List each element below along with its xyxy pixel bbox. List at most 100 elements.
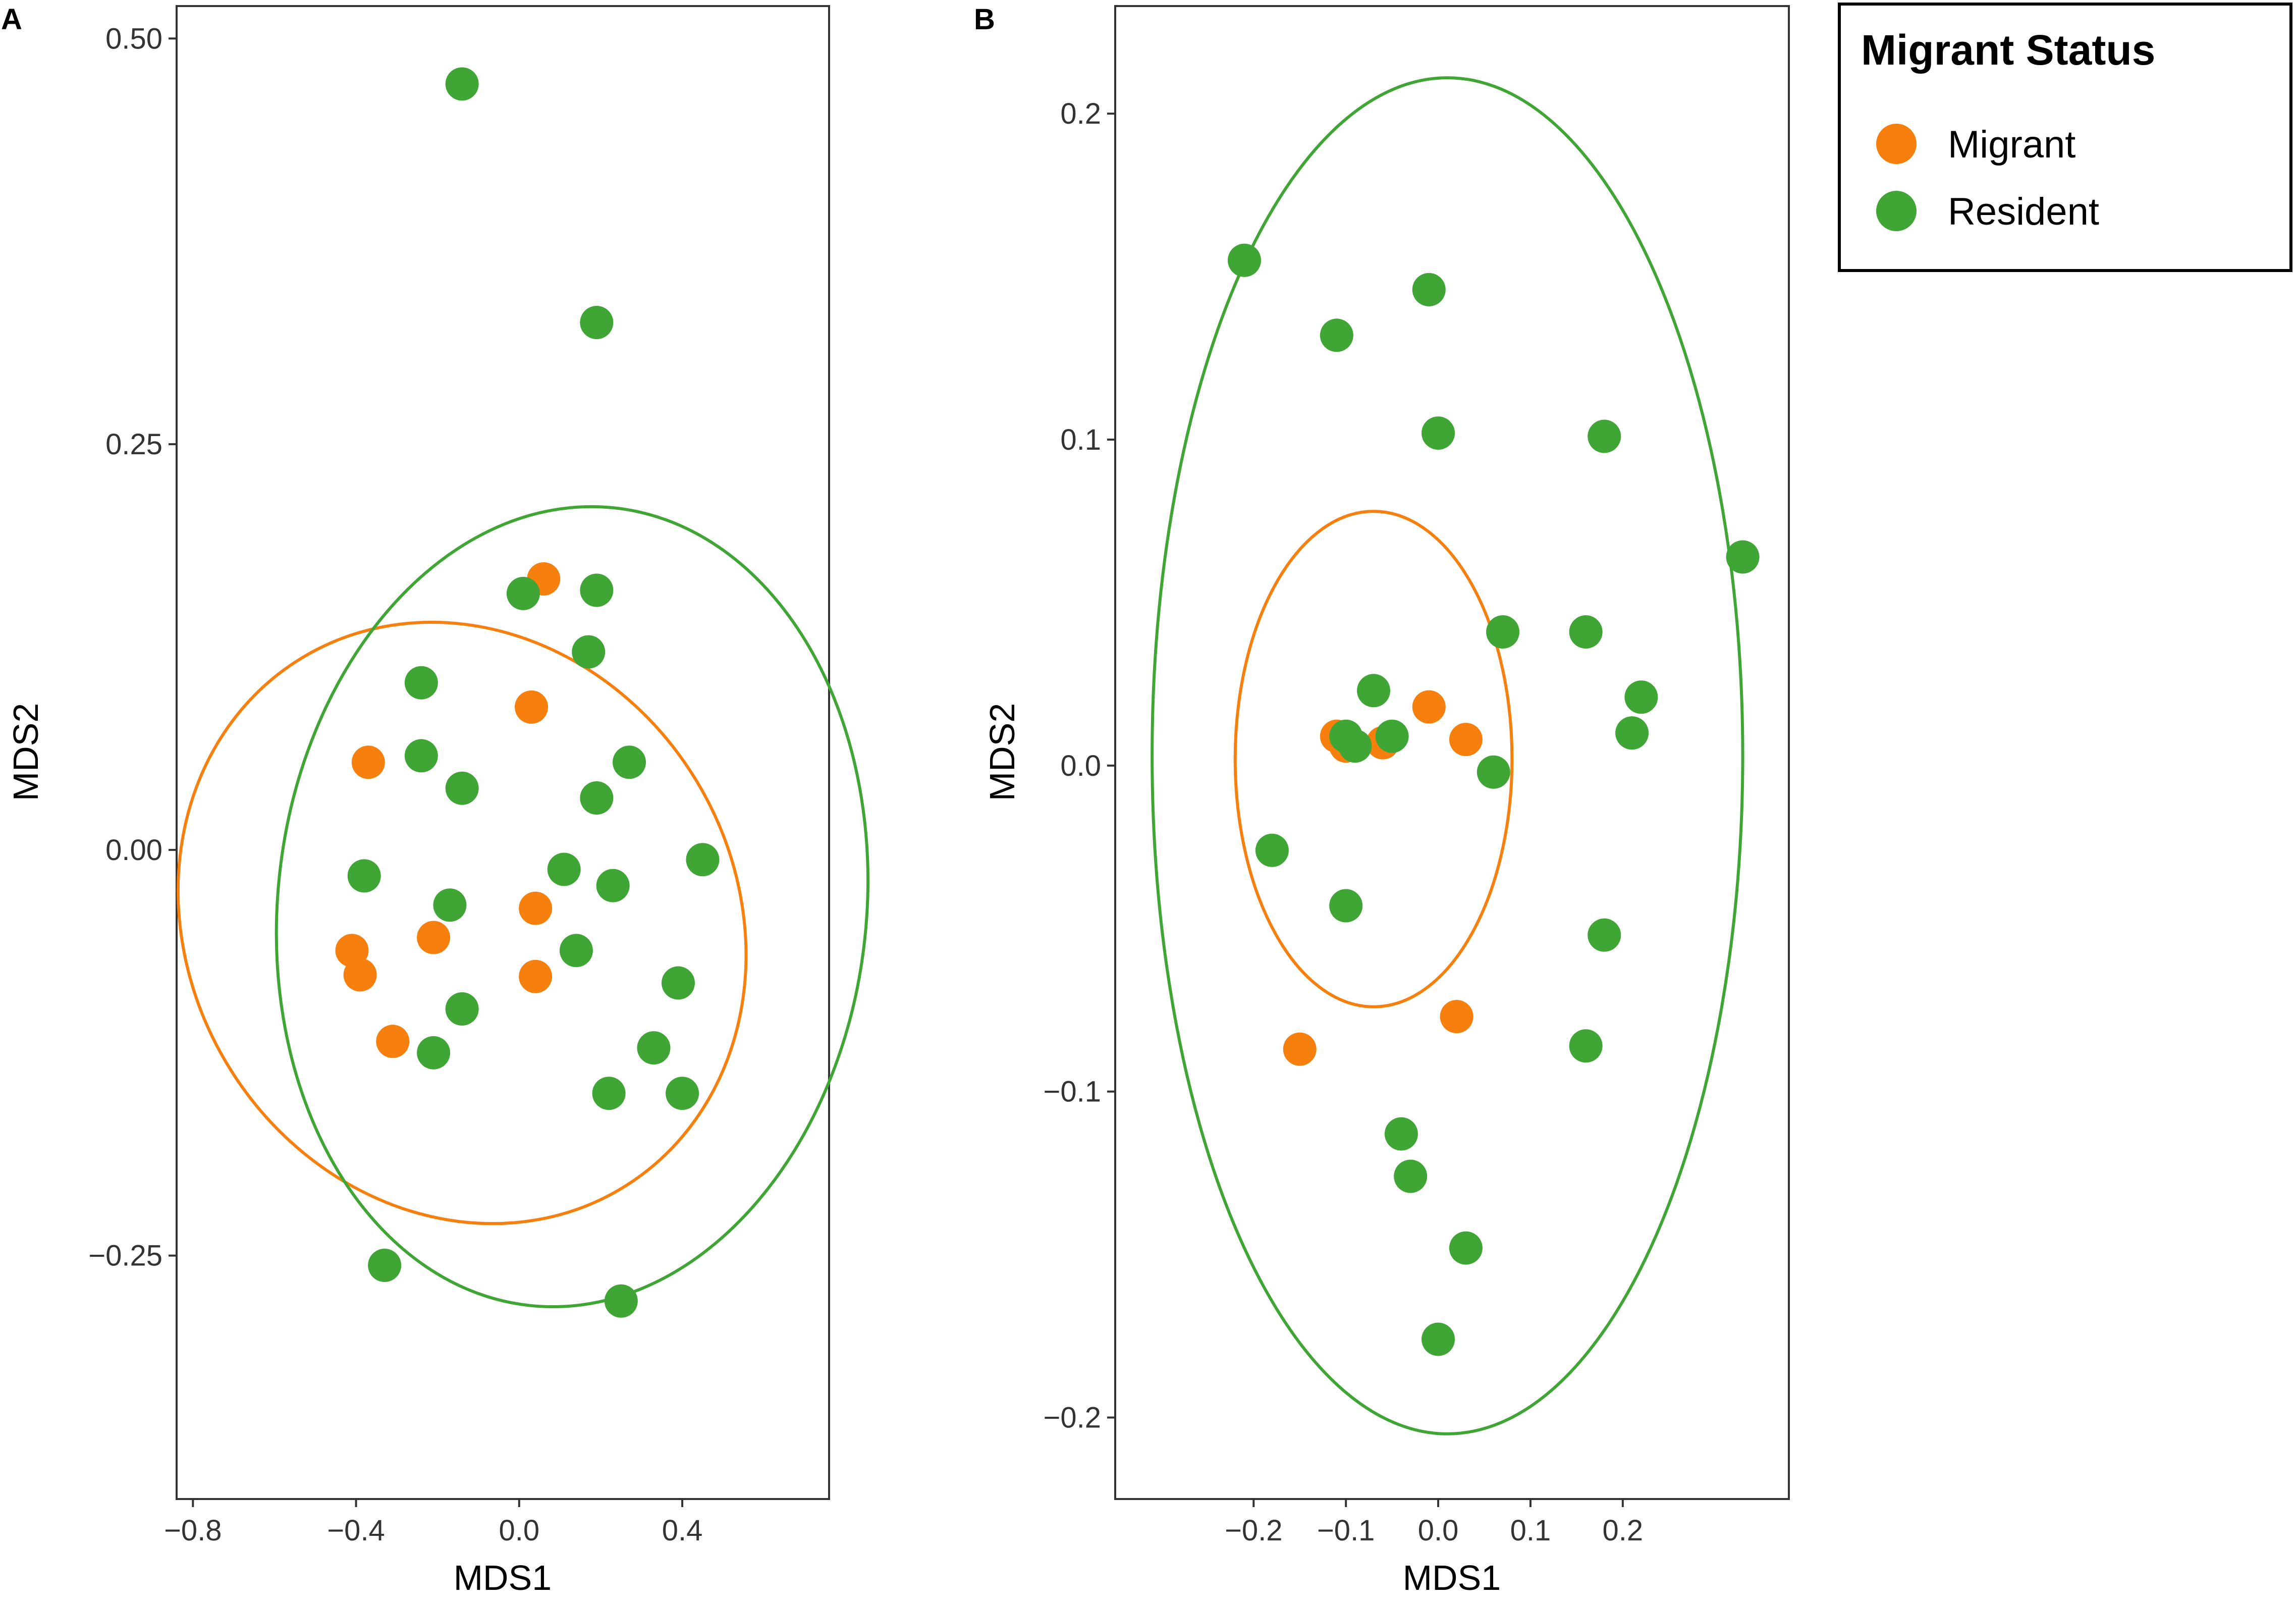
legend-swatch-resident xyxy=(1876,191,1917,231)
panel-a-x-tick-label: 0.0 xyxy=(499,1514,540,1547)
panel-a-y-axis-title: MDS2 xyxy=(6,703,45,801)
panel-a-point-migrant xyxy=(351,745,385,779)
panel-a-letter: A xyxy=(1,3,22,36)
panel-a-y-tick-label: −0.25 xyxy=(88,1240,162,1272)
panel-a-point-resident xyxy=(580,573,614,607)
panel-a-x-axis-title: MDS1 xyxy=(454,1558,552,1597)
panel-b-ellipse-resident xyxy=(1151,76,1744,1435)
panel-b-point-migrant xyxy=(1440,1000,1473,1034)
panel-b-y-tick-label: −0.1 xyxy=(1044,1076,1102,1108)
panel-a-ellipse-resident xyxy=(275,505,869,1309)
panel-a-point-migrant xyxy=(417,921,451,954)
panel-b-point-resident xyxy=(1320,318,1353,352)
panel-b-point-resident xyxy=(1624,680,1658,714)
panel-b-x-tick-label: 0.2 xyxy=(1603,1514,1644,1547)
panel-a-ellipses xyxy=(177,505,869,1309)
panel-a-point-migrant xyxy=(515,690,549,724)
panel-a-point-resident xyxy=(637,1031,671,1065)
legend: Migrant Status Migrant Resident xyxy=(1838,3,2292,272)
panel-a-point-resident xyxy=(661,966,695,1000)
panel-b: B 0.2 0.1 0.0 −0.1 −0.2 −0.2 −0.1 0.0 0.1 0.2 MD… xyxy=(974,3,1790,1597)
panel-a-point-resident xyxy=(596,869,630,902)
panel-b-y-tick-label: −0.2 xyxy=(1044,1402,1102,1434)
panel-b-point-resident xyxy=(1449,1231,1483,1265)
panel-b-x-axis-title: MDS1 xyxy=(1403,1558,1501,1597)
panel-b-point-resident xyxy=(1384,1117,1418,1151)
panel-b-point-resident xyxy=(1726,540,1760,574)
panel-a-x-tick-label: 0.4 xyxy=(662,1514,703,1547)
legend-swatch-migrant xyxy=(1876,124,1917,164)
panel-b-point-resident xyxy=(1615,716,1649,750)
panel-b-point-resident xyxy=(1569,615,1603,649)
panel-b-point-resident xyxy=(1422,416,1455,450)
panel-a-point-resident xyxy=(404,739,438,773)
panel-a-point-resident xyxy=(445,992,479,1026)
panel-b-y-tick-label: 0.1 xyxy=(1060,423,1101,456)
panel-a-point-migrant xyxy=(519,891,553,925)
panel-a-frame xyxy=(176,5,830,1500)
legend-label-resident: Resident xyxy=(1948,190,2099,233)
panel-b-y-axis: 0.2 0.1 0.0 −0.1 −0.2 xyxy=(1044,97,1115,1434)
panel-b-point-resident xyxy=(1228,243,1262,277)
panel-b-y-tick-label: 0.0 xyxy=(1060,750,1101,782)
panel-a-point-resident xyxy=(666,1077,699,1110)
panel-b-x-tick-label: −0.1 xyxy=(1317,1514,1375,1547)
legend-title: Migrant Status xyxy=(1861,26,2155,74)
panel-a-point-resident xyxy=(604,1284,638,1318)
panel-a-point-resident xyxy=(592,1077,626,1110)
panel-b-point-resident xyxy=(1588,918,1621,952)
panel-b-point-resident xyxy=(1486,615,1520,649)
panel-a-y-tick-label: 0.00 xyxy=(105,834,162,867)
panel-a-y-axis: 0.50 0.25 0.00 −0.25 xyxy=(88,22,177,1272)
panel-a-point-resident xyxy=(445,771,479,805)
panel-b-point-resident xyxy=(1569,1029,1603,1063)
panel-a-x-tick-label: −0.8 xyxy=(164,1514,222,1547)
panel-b-point-resident xyxy=(1394,1159,1428,1193)
panel-b-point-migrant xyxy=(1449,723,1483,757)
panel-a-point-resident xyxy=(559,934,593,968)
panel-a-points xyxy=(335,67,720,1318)
panel-b-letter: B xyxy=(974,3,995,36)
panel-b-point-resident xyxy=(1412,273,1446,306)
panel-b-point-resident xyxy=(1477,755,1510,789)
panel-a-point-resident xyxy=(580,305,614,339)
panel-b-x-tick-label: −0.2 xyxy=(1225,1514,1283,1547)
panel-a-point-resident xyxy=(506,576,540,610)
panel-b-point-resident xyxy=(1375,719,1409,753)
panel-a: A 0.500.250.00−0.25 −0.8 −0.4 0.0 0.4 MDS1 … xyxy=(1,3,869,1597)
panel-a-point-resident xyxy=(613,745,646,779)
panel-a-y-tick-label: 0.50 xyxy=(105,22,162,55)
panel-b-point-resident xyxy=(1255,833,1289,867)
panel-a-point-resident xyxy=(404,666,438,700)
panel-b-point-resident xyxy=(1422,1322,1455,1356)
panel-b-point-migrant xyxy=(1412,690,1446,724)
panel-a-point-migrant xyxy=(376,1025,410,1058)
panel-b-x-tick-label: 0.0 xyxy=(1418,1514,1459,1547)
panel-b-y-axis-title: MDS2 xyxy=(982,703,1022,801)
panel-a-point-resident xyxy=(368,1249,402,1282)
legend-label-migrant: Migrant xyxy=(1948,123,2075,166)
panel-b-y-tick-label: 0.2 xyxy=(1060,97,1101,130)
panel-a-point-resident xyxy=(417,1036,451,1070)
panel-b-points xyxy=(1228,243,1760,1356)
panel-a-point-migrant xyxy=(519,959,553,993)
panel-a-point-resident xyxy=(547,852,581,886)
panel-a-point-resident xyxy=(580,781,614,815)
panel-b-ellipse-migrant xyxy=(1233,510,1514,1008)
panel-b-point-resident xyxy=(1588,419,1621,453)
panel-a-point-resident xyxy=(433,888,467,922)
panel-b-point-resident xyxy=(1329,889,1363,923)
panel-a-x-axis: −0.8 −0.4 0.0 0.4 xyxy=(164,1499,702,1547)
panel-b-x-axis: −0.2 −0.1 0.0 0.1 0.2 xyxy=(1225,1499,1643,1547)
panel-b-point-resident xyxy=(1338,729,1372,763)
panel-b-x-tick-label: 0.1 xyxy=(1510,1514,1551,1547)
panel-a-ellipse-migrant xyxy=(177,620,748,1225)
panel-a-point-resident xyxy=(347,859,381,893)
panel-b-point-migrant xyxy=(1283,1032,1317,1066)
panel-a-point-resident xyxy=(686,843,720,877)
panel-b-ellipses xyxy=(1151,76,1744,1435)
panel-b-point-resident xyxy=(1357,674,1391,708)
panel-b-frame xyxy=(1114,5,1790,1500)
panel-a-point-resident xyxy=(572,635,606,669)
